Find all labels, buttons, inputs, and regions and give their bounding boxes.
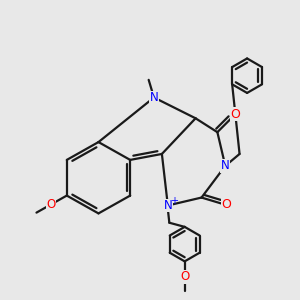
Text: +: + xyxy=(170,196,178,206)
Text: N: N xyxy=(221,159,230,172)
Text: N: N xyxy=(150,91,158,104)
Text: O: O xyxy=(230,108,240,121)
Text: O: O xyxy=(46,198,55,211)
Text: N: N xyxy=(164,199,172,212)
Text: O: O xyxy=(221,198,231,212)
Text: O: O xyxy=(180,270,189,283)
